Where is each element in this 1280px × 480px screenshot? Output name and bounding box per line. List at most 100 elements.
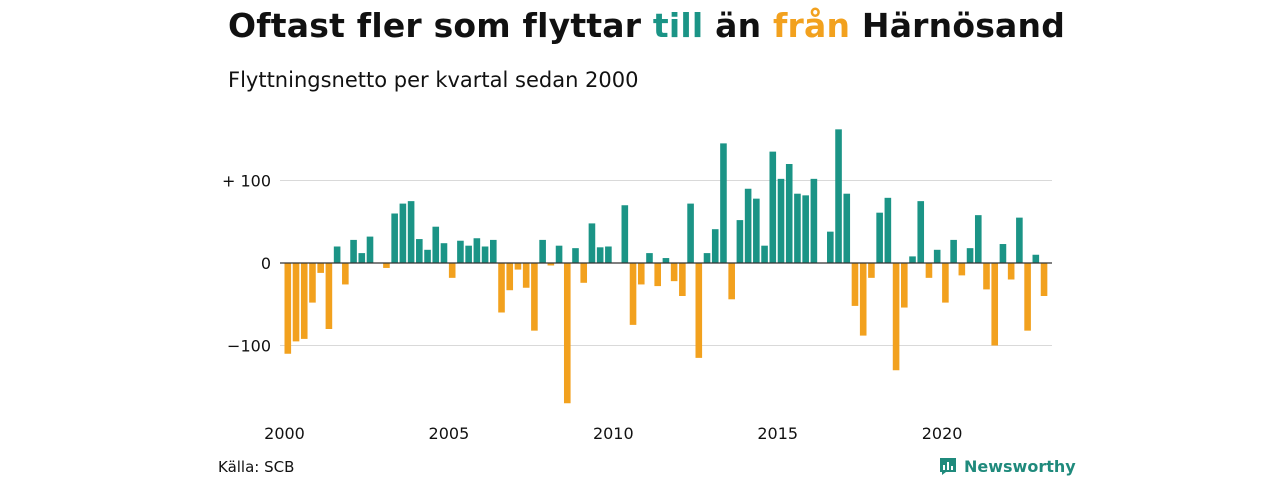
bar (514, 263, 522, 270)
x-tick-label: 2000 (264, 424, 305, 443)
bar (539, 239, 546, 263)
bar (1040, 263, 1048, 296)
bar (942, 263, 949, 303)
bar (785, 164, 793, 263)
x-tick-label: 2015 (757, 424, 798, 443)
bar (711, 229, 719, 263)
bar (440, 243, 448, 263)
bar (342, 263, 349, 285)
bar (448, 263, 456, 278)
bar (720, 143, 727, 264)
bar (588, 223, 596, 263)
bar (309, 263, 316, 303)
bar (983, 263, 990, 290)
bar (744, 188, 752, 263)
bar (859, 263, 867, 336)
bar (777, 178, 785, 263)
y-tick-label: + 100 (222, 172, 271, 191)
bar (794, 193, 801, 263)
bar (925, 263, 933, 278)
bar (654, 263, 661, 287)
bar (876, 212, 883, 263)
title-part-1: Oftast fler som flyttar (228, 6, 653, 45)
bar (646, 253, 653, 263)
bar (621, 205, 629, 263)
bar (966, 248, 974, 263)
bar (457, 240, 464, 263)
title-highlight-fran: från (772, 6, 851, 45)
bar (1007, 263, 1015, 280)
bar (695, 263, 703, 358)
x-tick-label: 2010 (593, 424, 634, 443)
bar (999, 244, 1007, 263)
y-tick-label: 0 (261, 254, 271, 273)
bar (522, 263, 530, 288)
bar (1032, 254, 1040, 263)
bar (284, 263, 292, 354)
bar (416, 239, 423, 263)
chart-title: Oftast fler som flyttar till än från Här… (228, 6, 1065, 45)
bar (917, 201, 925, 264)
bar (383, 263, 390, 268)
bar (753, 198, 760, 263)
bar (974, 215, 982, 263)
bar (547, 263, 555, 266)
bar (432, 226, 440, 263)
bar (679, 263, 686, 296)
source-note: Källa: SCB (218, 458, 295, 476)
brand-logo: Newsworthy (938, 456, 1076, 476)
bar (629, 263, 637, 325)
chart-subtitle: Flyttningsnetto per kvartal sedan 2000 (228, 68, 639, 92)
bar (531, 263, 538, 331)
bar (292, 263, 300, 342)
bar (391, 213, 398, 263)
bar (424, 249, 431, 263)
title-part-5: Härnösand (850, 6, 1066, 45)
bar (350, 239, 357, 263)
y-tick-label: −100 (227, 337, 271, 356)
bar (596, 247, 604, 263)
bar (580, 263, 588, 283)
bar (703, 253, 711, 263)
x-tick-label: 2005 (429, 424, 470, 443)
bar (317, 263, 324, 273)
bar (1024, 263, 1031, 331)
bar (933, 249, 941, 263)
bar (506, 263, 514, 291)
bar (637, 263, 645, 285)
brand-name: Newsworthy (964, 456, 1076, 476)
bar (835, 129, 842, 263)
bar (909, 256, 916, 263)
bar (769, 151, 777, 264)
title-part-3: än (703, 6, 773, 45)
title-highlight-till: till (652, 6, 704, 45)
bar (901, 263, 908, 308)
bar (605, 246, 612, 263)
bar (670, 263, 678, 282)
bar (407, 201, 415, 264)
x-tick-labels: 2000 2005 2010 2015 2020 (264, 424, 962, 443)
bar (662, 258, 670, 263)
bar (728, 263, 735, 300)
y-tick-labels: + 100 0 −100 (222, 172, 271, 356)
bar (300, 263, 308, 339)
bar (884, 197, 892, 263)
bar (736, 220, 744, 263)
x-tick-label: 2020 (922, 424, 963, 443)
bar (868, 263, 875, 278)
bar (498, 263, 505, 313)
bar (851, 263, 859, 306)
bar (325, 263, 333, 329)
bar (843, 193, 851, 263)
bar (399, 203, 407, 263)
bar (810, 178, 818, 263)
bar (892, 263, 900, 371)
bar (687, 203, 694, 263)
bar (950, 239, 957, 263)
bar (827, 231, 834, 263)
bar (465, 245, 472, 263)
bar (481, 246, 489, 263)
bar (958, 263, 966, 276)
bar (473, 238, 481, 263)
